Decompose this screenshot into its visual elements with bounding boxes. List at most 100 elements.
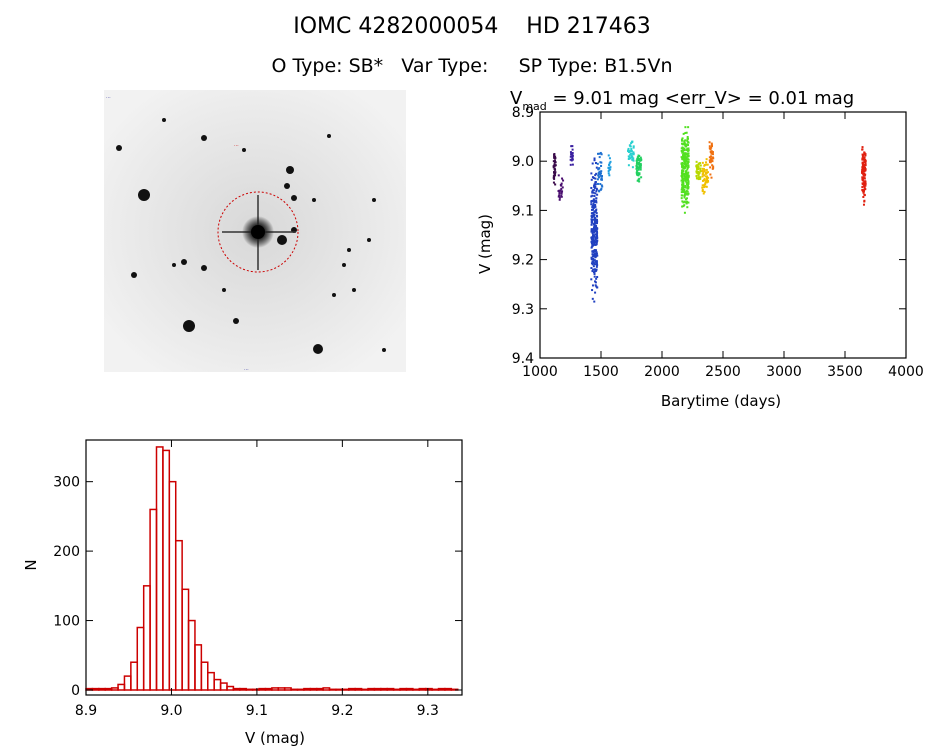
data-point [570, 152, 573, 155]
field-star [347, 248, 351, 252]
data-point [687, 155, 690, 158]
data-point [711, 151, 714, 154]
histogram-bar [123, 675, 132, 691]
data-point [686, 143, 689, 146]
data-point [686, 172, 689, 175]
data-point [595, 268, 598, 271]
data-point [635, 159, 638, 162]
histogram-bar [380, 687, 388, 691]
data-point [637, 178, 640, 181]
data-point [629, 157, 632, 160]
data-point [632, 146, 635, 149]
histogram-bar [168, 480, 177, 691]
data-point [598, 190, 601, 193]
data-point [684, 159, 687, 162]
data-point [600, 184, 603, 187]
histogram-bar [104, 687, 113, 691]
data-point [593, 234, 596, 237]
data-point [591, 270, 594, 273]
histogram-x-label: V (mag) [245, 729, 305, 747]
data-point [680, 149, 683, 152]
data-point [698, 172, 701, 175]
field-star [277, 235, 287, 245]
data-point [608, 162, 611, 165]
data-point [710, 158, 713, 161]
data-point [697, 167, 700, 170]
data-point [592, 211, 595, 214]
data-point [682, 191, 685, 194]
data-point [685, 198, 688, 201]
histogram-bar [367, 687, 376, 691]
data-point [591, 232, 594, 235]
data-point [558, 194, 561, 197]
data-point [861, 183, 864, 186]
star-field-image: ... ... ... [104, 90, 406, 372]
data-point [705, 163, 708, 166]
data-point [599, 151, 602, 154]
data-point [685, 202, 688, 205]
background-stars [116, 118, 386, 354]
histogram-bar [309, 687, 318, 691]
data-point [627, 147, 630, 150]
x-tick-label: 3500 [827, 364, 863, 380]
data-point [594, 174, 597, 177]
data-point [590, 242, 593, 245]
histogram-bar [277, 687, 286, 691]
data-point [593, 218, 596, 221]
field-star [183, 320, 195, 332]
data-point [593, 273, 596, 276]
data-point [863, 165, 866, 168]
data-point [593, 275, 596, 278]
data-point [593, 216, 596, 219]
data-point [599, 174, 602, 177]
data-point [686, 190, 689, 193]
x-tick-label: 2500 [705, 364, 741, 380]
data-point [709, 151, 712, 154]
data-point [709, 161, 712, 164]
data-point [702, 172, 705, 175]
data-point [687, 180, 690, 183]
histogram-bar [174, 539, 183, 691]
data-point [861, 172, 864, 175]
data-point [711, 160, 714, 163]
data-point [701, 184, 704, 187]
data-point [685, 193, 688, 196]
data-point [591, 189, 594, 192]
data-point [680, 138, 683, 141]
data-point [607, 170, 610, 173]
data-point [599, 188, 602, 191]
field-star [291, 195, 297, 201]
data-point [683, 177, 686, 180]
data-point [596, 231, 599, 234]
histogram-bar [392, 688, 401, 691]
data-point [592, 268, 595, 271]
data-point [681, 174, 684, 177]
object-type-label: O Type: SB* [271, 55, 384, 77]
data-point [682, 181, 685, 184]
data-point [592, 235, 595, 238]
histogram-chart: 8.9 9.0 9.1 9.2 9.3 0 100 200 300 V (mag) N [22, 439, 463, 747]
data-point [630, 142, 633, 145]
data-point [639, 162, 642, 165]
data-point [571, 145, 574, 148]
data-point [590, 229, 593, 232]
data-point [607, 167, 610, 170]
data-point [590, 238, 593, 241]
field-star [233, 318, 239, 324]
data-point [561, 186, 564, 189]
histogram-bar [136, 626, 145, 691]
data-point [712, 165, 715, 168]
data-point [631, 166, 634, 169]
field-star [181, 259, 187, 265]
data-point [699, 177, 702, 180]
data-point [861, 148, 864, 151]
data-point [686, 193, 689, 196]
data-point [627, 157, 630, 160]
data-point [594, 281, 597, 284]
data-point [609, 168, 612, 171]
data-point [596, 178, 599, 181]
data-point [591, 245, 594, 248]
target-circle [217, 191, 299, 273]
data-point [595, 212, 598, 215]
data-point [595, 225, 598, 228]
